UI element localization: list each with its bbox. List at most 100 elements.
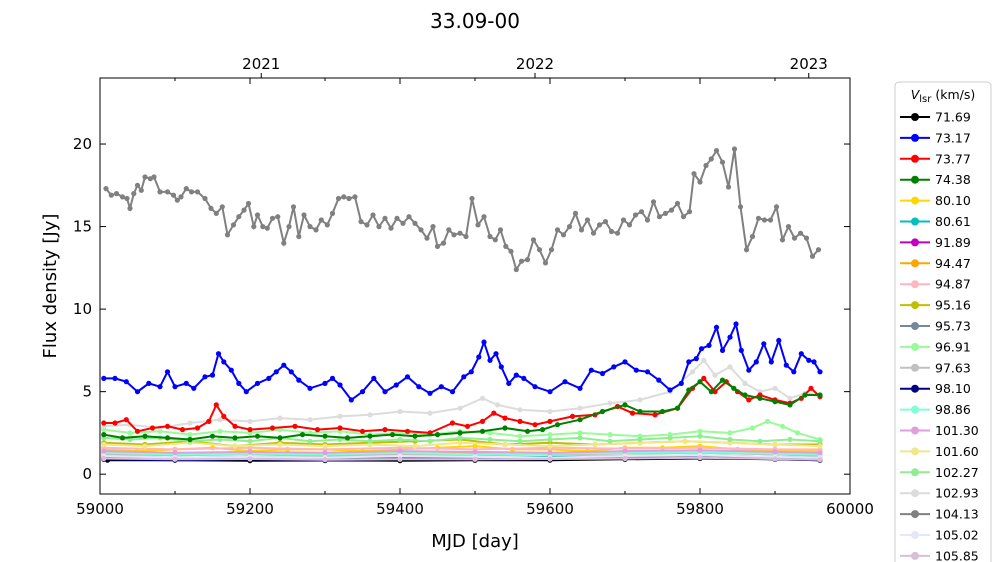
legend-label: 101.30 xyxy=(935,423,979,438)
legend-entry: 102.27 xyxy=(900,465,979,480)
data-point xyxy=(275,214,281,220)
legend-label: 105.85 xyxy=(935,548,979,562)
legend-entry: 80.61 xyxy=(900,214,971,229)
data-point xyxy=(481,339,487,345)
data-point xyxy=(187,436,193,443)
data-point xyxy=(797,230,804,236)
legend-marker xyxy=(911,154,919,163)
data-point xyxy=(183,380,189,386)
data-point xyxy=(101,448,107,454)
x-tick-label: 59600 xyxy=(526,500,574,518)
data-point xyxy=(584,217,591,223)
legend-marker xyxy=(911,363,919,372)
data-point xyxy=(449,420,456,426)
data-point xyxy=(518,258,525,264)
data-point xyxy=(232,423,238,429)
data-point xyxy=(247,456,253,462)
x-tick-label: 59800 xyxy=(676,500,724,518)
data-point xyxy=(761,341,767,347)
data-point xyxy=(592,441,598,448)
data-point xyxy=(224,232,231,238)
data-point xyxy=(817,438,823,444)
data-point xyxy=(727,436,733,443)
data-point xyxy=(188,189,195,195)
data-point xyxy=(134,389,141,395)
data-point xyxy=(146,380,152,386)
data-point xyxy=(247,418,253,424)
data-point xyxy=(731,385,737,391)
data-point xyxy=(607,432,613,438)
legend-marker xyxy=(911,133,919,142)
data-point xyxy=(508,248,514,254)
series-102-93 xyxy=(101,357,823,431)
data-point xyxy=(329,210,336,216)
data-point xyxy=(243,389,249,395)
data-point xyxy=(713,324,720,330)
data-point xyxy=(502,425,508,431)
data-point xyxy=(608,228,615,235)
data-point xyxy=(493,351,499,357)
legend-label: 80.10 xyxy=(935,193,971,208)
data-point xyxy=(307,417,313,423)
data-point xyxy=(682,438,688,444)
data-point xyxy=(638,209,645,215)
data-point xyxy=(644,369,651,375)
data-point xyxy=(562,379,568,385)
data-point xyxy=(719,347,726,353)
data-point xyxy=(599,408,606,415)
data-point xyxy=(457,230,463,236)
data-point xyxy=(521,375,527,381)
data-point xyxy=(772,441,778,448)
legend-label: 94.47 xyxy=(935,256,971,271)
data-point xyxy=(806,357,812,363)
x-tick-label: 59400 xyxy=(376,500,424,518)
legend-marker xyxy=(911,238,919,247)
year-tick-label: 2023 xyxy=(790,55,828,73)
data-point xyxy=(151,174,157,180)
data-point xyxy=(637,436,643,443)
legend-label: 73.17 xyxy=(935,130,971,145)
legend-entry: 104.13 xyxy=(900,507,979,522)
data-point xyxy=(217,436,223,443)
legend-entry: 101.30 xyxy=(900,423,979,438)
data-point xyxy=(787,436,793,443)
data-point xyxy=(547,418,553,424)
data-point xyxy=(254,212,261,218)
y-tick-label: 15 xyxy=(73,218,92,236)
legend-entry: 91.89 xyxy=(900,235,971,250)
series-74-38 xyxy=(101,377,823,443)
data-point xyxy=(457,430,463,436)
data-point xyxy=(566,224,573,230)
data-point xyxy=(346,195,352,202)
data-point xyxy=(364,222,370,228)
data-point xyxy=(620,217,627,223)
legend-entry: 95.73 xyxy=(900,319,971,334)
data-point xyxy=(517,407,523,413)
chart-title: 33.09-00 xyxy=(430,9,520,33)
data-point xyxy=(542,260,549,266)
data-point xyxy=(755,215,762,221)
data-point xyxy=(178,194,184,200)
data-point xyxy=(491,410,497,416)
data-point xyxy=(569,413,576,419)
data-point xyxy=(637,397,643,403)
data-point xyxy=(712,372,718,378)
data-point xyxy=(686,209,693,215)
data-point xyxy=(406,214,412,220)
data-point xyxy=(697,433,703,439)
data-point xyxy=(497,227,504,233)
data-point xyxy=(119,194,126,200)
data-point xyxy=(164,435,171,441)
data-point xyxy=(746,367,752,373)
data-point xyxy=(269,215,276,221)
data-point xyxy=(701,357,707,363)
legend-title-unit: (km/s) xyxy=(931,87,975,102)
data-point xyxy=(502,441,508,448)
data-point xyxy=(418,227,424,233)
data-point xyxy=(547,432,553,438)
data-point xyxy=(689,369,696,375)
data-point xyxy=(656,377,662,383)
data-point xyxy=(367,412,373,418)
data-point xyxy=(344,435,351,441)
data-point xyxy=(124,195,130,202)
